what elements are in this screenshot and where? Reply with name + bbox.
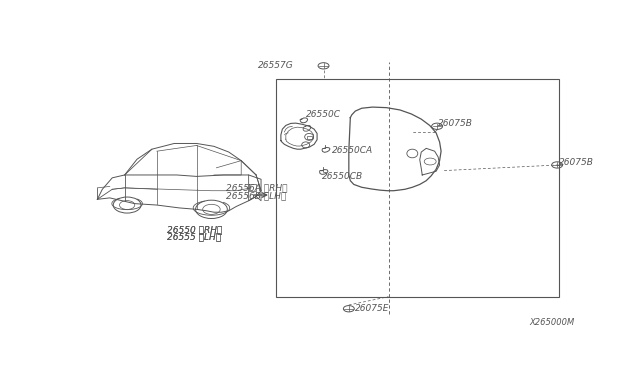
Bar: [307, 136, 312, 139]
Text: 26075B: 26075B: [559, 158, 594, 167]
Text: 26550 〈RH〉: 26550 〈RH〉: [167, 225, 222, 234]
Text: 26557G: 26557G: [258, 61, 294, 70]
Text: 26075B: 26075B: [438, 119, 473, 128]
Text: 26550CA: 26550CA: [332, 146, 373, 155]
Text: 26550C: 26550C: [306, 110, 341, 119]
Bar: [276, 79, 559, 297]
Text: 26075E: 26075E: [355, 304, 390, 313]
Text: 26550 〈RH〉: 26550 〈RH〉: [167, 225, 222, 234]
Text: 26555 〈LH〉: 26555 〈LH〉: [167, 232, 221, 242]
Text: X265000M: X265000M: [530, 318, 575, 327]
Text: 26550CB: 26550CB: [322, 173, 363, 182]
Text: 26556A 〈RH〉: 26556A 〈RH〉: [227, 183, 288, 192]
Text: 26556B 〈LH〉: 26556B 〈LH〉: [227, 191, 287, 201]
Text: 26555 〈LH〉: 26555 〈LH〉: [167, 232, 221, 242]
